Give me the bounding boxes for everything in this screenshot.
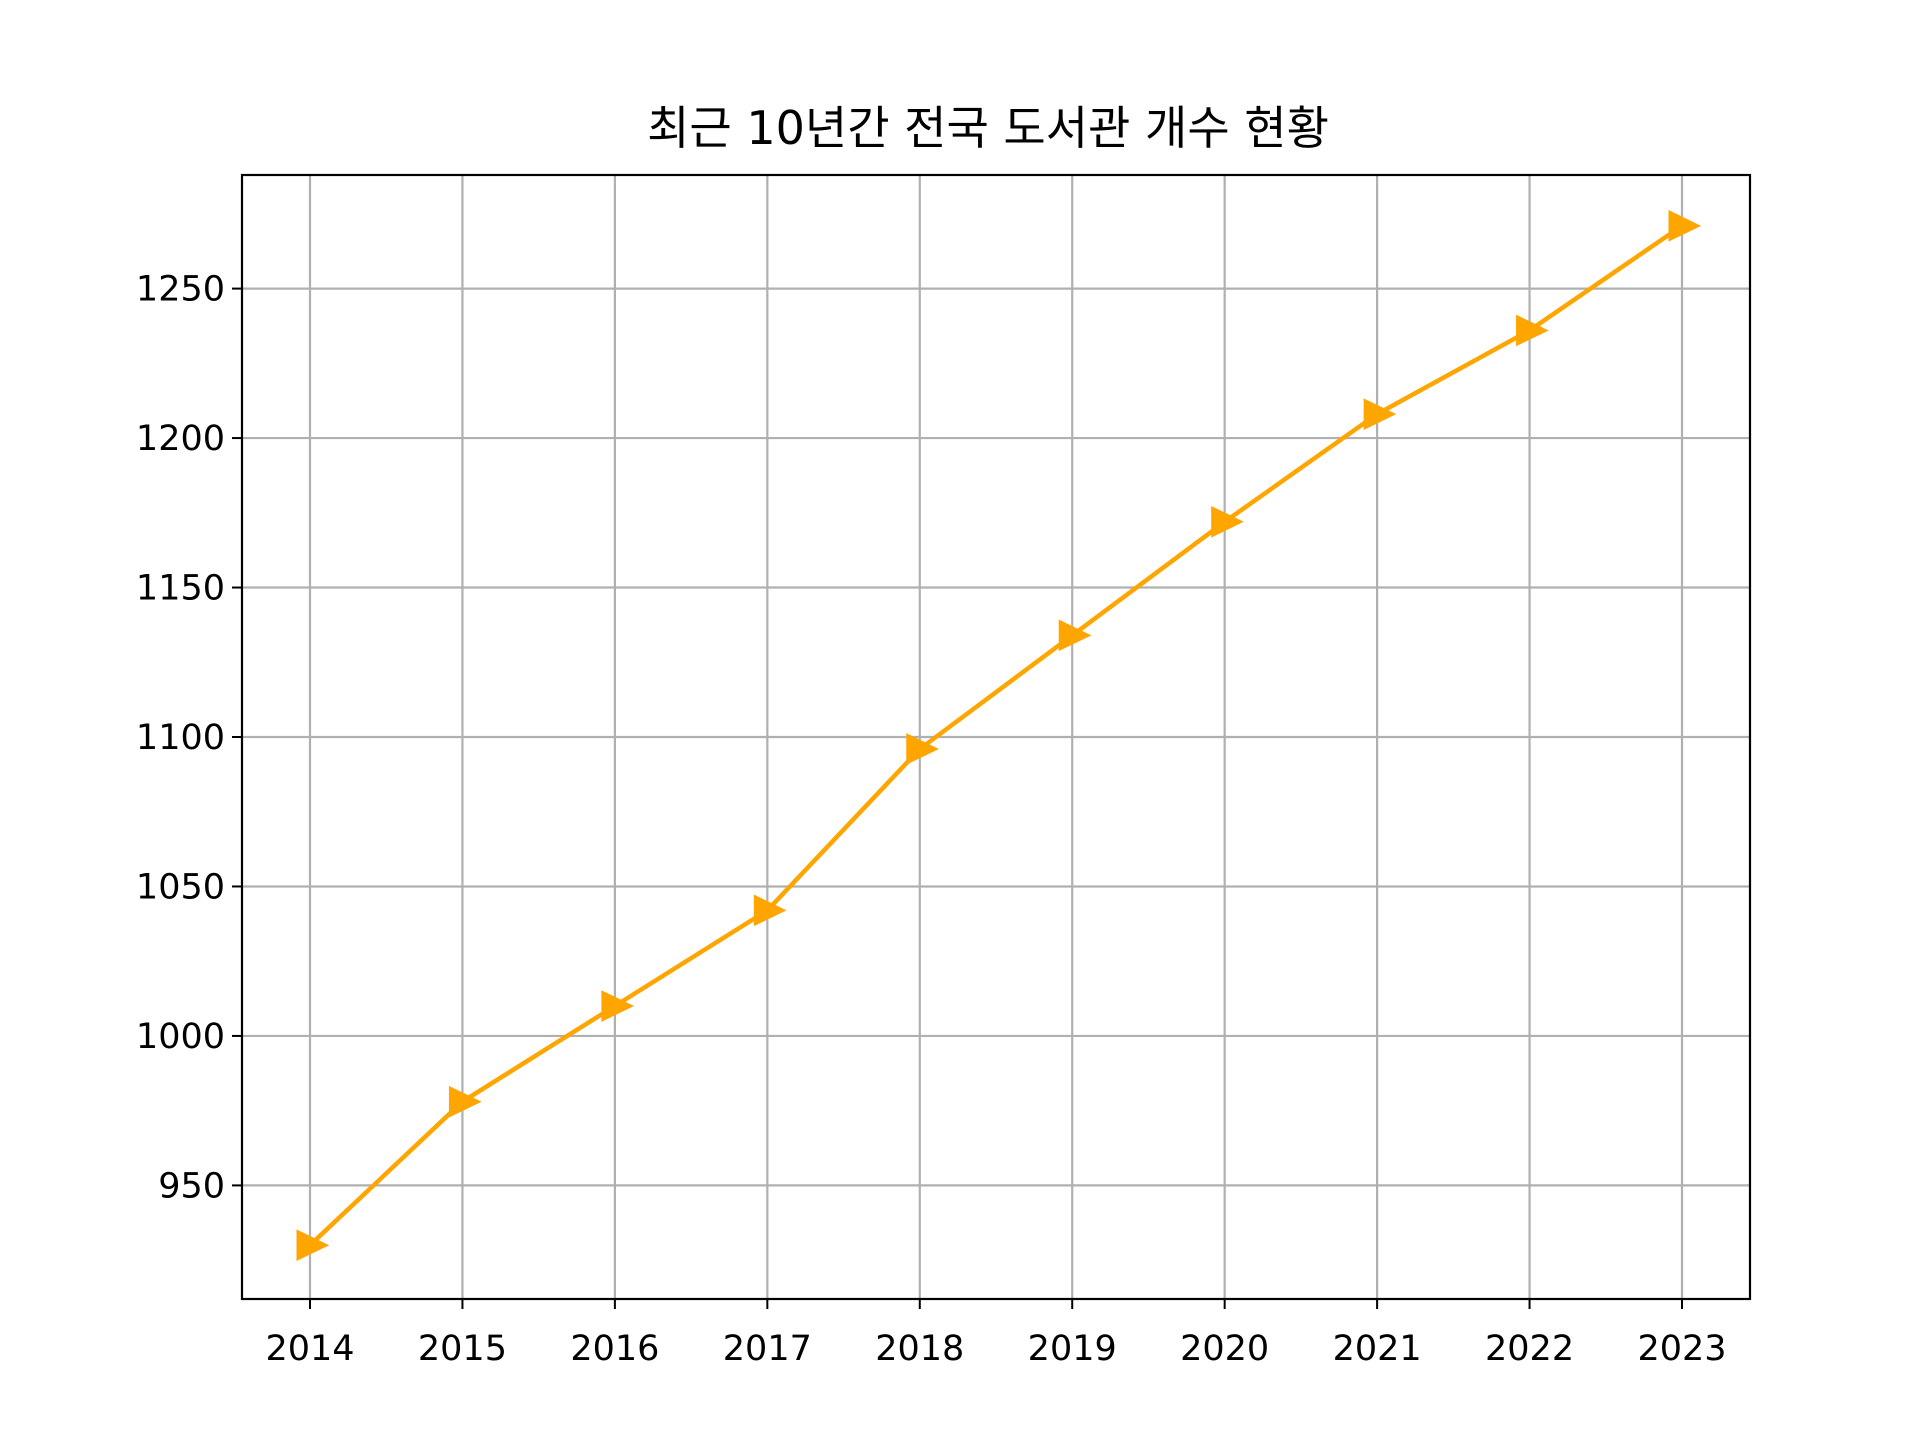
x-tick-label: 2017 — [723, 1329, 812, 1369]
y-tick-label: 1000 — [136, 1017, 225, 1057]
chart-title: 최근 10년간 전국 도서관 개수 현황 — [647, 101, 1329, 155]
x-tick-label: 2015 — [418, 1329, 507, 1369]
x-tick-label: 2021 — [1333, 1329, 1422, 1369]
y-tick-label: 1050 — [136, 867, 225, 907]
y-tick-label: 1250 — [136, 270, 225, 310]
data-point-marker — [1516, 314, 1549, 347]
data-point-marker — [906, 733, 939, 765]
y-axis: 950 1000 1050 1100 1150 1200 1250 — [136, 270, 242, 1206]
y-tick-label: 1200 — [136, 419, 225, 459]
y-tick-label: 1150 — [136, 569, 225, 609]
data-point-marker — [753, 894, 787, 927]
series-layer — [296, 210, 1702, 1261]
x-tick-label: 2022 — [1485, 1329, 1574, 1369]
data-point-marker — [296, 1229, 330, 1261]
data-point-marker — [601, 990, 635, 1022]
x-tick-label: 2016 — [570, 1329, 659, 1369]
data-point-marker — [1058, 619, 1092, 652]
x-tick-label: 2014 — [265, 1329, 354, 1369]
x-tick-label: 2023 — [1637, 1329, 1726, 1369]
data-point-marker — [1668, 210, 1702, 242]
y-tick-label: 950 — [158, 1166, 225, 1206]
data-point-marker — [1211, 505, 1244, 538]
data-point-marker — [1363, 398, 1397, 430]
y-tick-label: 1100 — [136, 718, 225, 758]
grid — [242, 175, 1750, 1299]
x-tick-label: 2020 — [1180, 1329, 1269, 1369]
x-axis: 2014 2015 2016 2017 2018 2019 2020 2021 2022 2023 — [265, 1299, 1727, 1369]
x-tick-label: 2019 — [1028, 1329, 1117, 1369]
x-tick-label: 2018 — [875, 1329, 964, 1369]
data-point-marker — [448, 1085, 482, 1118]
series-line — [307, 223, 1685, 1248]
